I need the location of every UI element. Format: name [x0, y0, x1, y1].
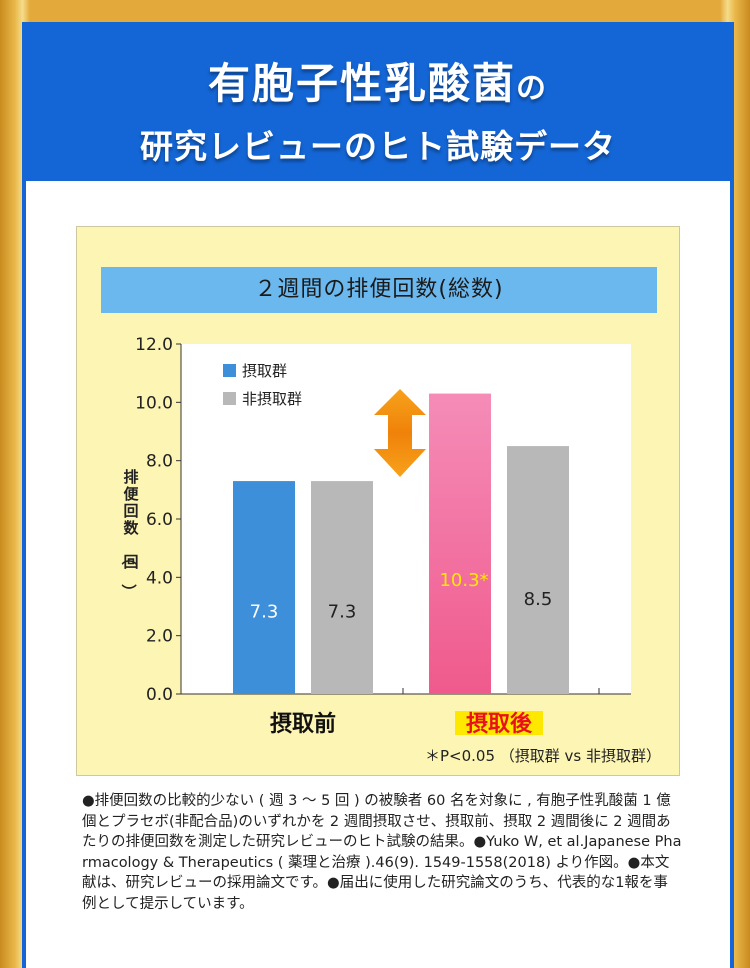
- bar-non-intake-before: [311, 481, 373, 694]
- bar-intake-before: [233, 481, 295, 694]
- y-tick-label: 10.0: [135, 393, 173, 413]
- bar-value-label: 7.3: [328, 601, 357, 622]
- content-card: 有胞子性乳酸菌の 研究レビューのヒト試験データ ２週間の排便回数(総数) 0.0…: [22, 22, 734, 968]
- category-highlight: [455, 711, 543, 735]
- y-tick-label: 0.0: [146, 685, 173, 705]
- bar-value-label: 7.3: [250, 601, 279, 622]
- y-tick-label: 8.0: [146, 452, 173, 472]
- bar-value-label: 8.5: [524, 589, 553, 610]
- page-title: 有胞子性乳酸菌の: [26, 50, 730, 111]
- title-main: 有胞子性乳酸菌: [207, 59, 516, 108]
- legend-swatch-non-intake: [223, 392, 236, 405]
- chart-title: ２週間の排便回数(総数): [101, 267, 657, 313]
- difference-arrow-icon: [374, 389, 426, 477]
- header-banner: 有胞子性乳酸菌の 研究レビューのヒト試験データ: [26, 26, 730, 181]
- legend-swatch-intake: [223, 364, 236, 377]
- title-particle: の: [516, 71, 548, 106]
- page-subtitle: 研究レビューのヒト試験データ: [140, 127, 616, 166]
- y-tick-label: 2.0: [146, 627, 173, 647]
- bar-value-label: 10.3*: [439, 570, 488, 591]
- chart-panel: ２週間の排便回数(総数) 0.0 2.0 4.0 6.0 8.0 10.0 12.0 排便回数…: [76, 226, 680, 776]
- bar-chart: 0.0 2.0 4.0 6.0 8.0 10.0 12.0 排便回数（回） 7.3 7.3 摂取前…: [119, 335, 661, 765]
- legend-label-non-intake: 非摂取群: [242, 390, 302, 408]
- y-tick-label: 12.0: [135, 335, 173, 355]
- significance-note: ＊P<0.05 （摂取群 vs 非摂取群）: [425, 747, 661, 765]
- y-axis-label: 排便回数（回）: [119, 468, 139, 599]
- y-tick-label: 6.0: [146, 510, 173, 530]
- category-label-after: 摂取後: [466, 711, 533, 737]
- legend-label-intake: 摂取群: [242, 362, 287, 380]
- category-label-before: 摂取前: [270, 711, 336, 737]
- y-tick-label: 4.0: [146, 568, 173, 588]
- bar-non-intake-after: [507, 446, 569, 694]
- footnote-text: ●排便回数の比較的少ない ( 週 3 〜 5 回 ) の被験者 60 名を対象に…: [82, 793, 682, 912]
- bar-intake-after: [429, 393, 491, 694]
